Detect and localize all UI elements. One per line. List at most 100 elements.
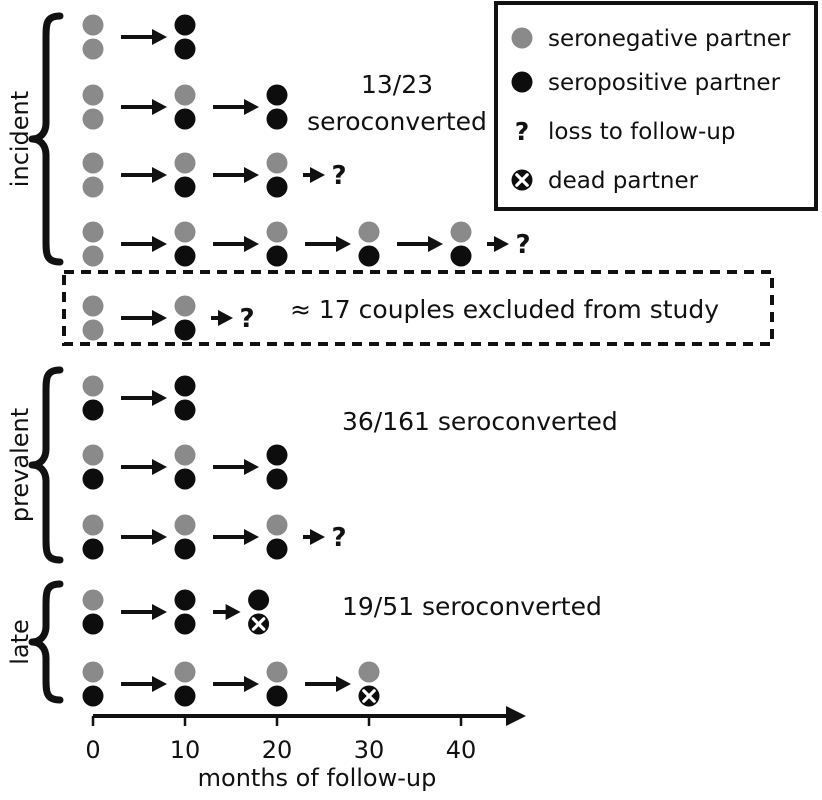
seropositive-dot bbox=[266, 245, 288, 267]
incident-result: 13/23 bbox=[361, 70, 433, 99]
seronegative-dot bbox=[82, 375, 104, 397]
timeline-arrow-head bbox=[244, 676, 259, 692]
seronegative-dot bbox=[358, 661, 380, 683]
seropositive-dot bbox=[266, 444, 288, 466]
seropositive-dot bbox=[266, 538, 288, 560]
x-tick-label: 20 bbox=[262, 736, 293, 764]
seronegative-dot bbox=[82, 108, 104, 130]
legend-question-mark: ? bbox=[515, 117, 530, 146]
prevalent-result: 36/161 seroconverted bbox=[342, 407, 618, 436]
timeline-arrow-head bbox=[225, 604, 241, 620]
timeline-arrow-head bbox=[244, 529, 259, 545]
x-tick-label: 40 bbox=[446, 736, 477, 764]
seropositive-dot bbox=[174, 399, 196, 421]
loss-arrow-head bbox=[310, 167, 325, 183]
timeline-arrow-head bbox=[244, 99, 259, 115]
seronegative-dot bbox=[82, 319, 104, 341]
legend-label: dead partner bbox=[548, 168, 699, 194]
loss-arrow-head bbox=[218, 310, 233, 326]
late-result: 19/51 seroconverted bbox=[342, 592, 602, 621]
timeline-arrow-head bbox=[152, 29, 167, 45]
seronegative-dot bbox=[82, 221, 104, 243]
seropositive-dot bbox=[266, 468, 288, 490]
x-tick-label: 0 bbox=[85, 736, 100, 764]
seropositive-dot bbox=[82, 468, 104, 490]
seronegative-dot bbox=[450, 221, 472, 243]
timeline-arrow-head bbox=[152, 676, 167, 692]
seronegative-dot bbox=[266, 514, 288, 536]
seropositive-dot bbox=[82, 399, 104, 421]
seropositive-dot bbox=[174, 589, 196, 611]
cross-mark bbox=[362, 689, 376, 703]
timeline-arrow-head bbox=[152, 529, 167, 545]
incident-result: seroconverted bbox=[307, 107, 487, 136]
cross-mark bbox=[515, 173, 529, 187]
loss-arrow-head bbox=[310, 529, 325, 545]
legend-seropositive-dot bbox=[511, 71, 533, 93]
group-brace bbox=[28, 580, 64, 704]
cross-mark bbox=[251, 617, 266, 631]
legend-seronegative-dot bbox=[511, 27, 533, 49]
seropositive-dot bbox=[266, 176, 288, 198]
legend-label: seropositive partner bbox=[548, 70, 781, 96]
seropositive-dot bbox=[174, 176, 196, 198]
seronegative-dot bbox=[82, 38, 104, 60]
timeline-arrow-head bbox=[152, 390, 167, 406]
timeline-arrow-head bbox=[244, 236, 259, 252]
timeline-arrow-head bbox=[152, 236, 167, 252]
loss-arrow-head bbox=[494, 236, 509, 252]
seronegative-dot bbox=[82, 514, 104, 536]
seropositive-dot bbox=[174, 375, 196, 397]
seronegative-dot bbox=[174, 295, 196, 317]
seropositive-dot bbox=[174, 613, 196, 635]
seronegative-dot bbox=[82, 152, 104, 174]
seropositive-dot bbox=[248, 589, 270, 611]
x-axis-label: months of follow-up bbox=[198, 764, 437, 792]
timeline-arrow-head bbox=[152, 167, 167, 183]
seropositive-dot bbox=[174, 538, 196, 560]
seronegative-dot bbox=[82, 245, 104, 267]
group-brace bbox=[28, 12, 64, 266]
x-axis-arrow-head bbox=[506, 706, 526, 726]
seronegative-dot bbox=[82, 176, 104, 198]
seropositive-dot bbox=[174, 245, 196, 267]
seronegative-dot bbox=[82, 589, 104, 611]
group-label-late: late bbox=[6, 619, 34, 665]
seronegative-dot bbox=[174, 514, 196, 536]
timeline-arrow-head bbox=[336, 236, 351, 252]
seronegative-dot bbox=[174, 221, 196, 243]
seronegative-dot bbox=[82, 661, 104, 683]
timeline-arrow-head bbox=[336, 676, 351, 692]
seronegative-dot bbox=[174, 661, 196, 683]
legend-label: loss to follow-up bbox=[548, 119, 735, 145]
group-label-prevalent: prevalent bbox=[6, 408, 34, 522]
legend-label: seronegative partner bbox=[548, 26, 791, 52]
timeline-arrow-head bbox=[152, 459, 167, 475]
seronegative-dot bbox=[266, 661, 288, 683]
seronegative-dot bbox=[82, 444, 104, 466]
seropositive-dot bbox=[82, 613, 104, 635]
seropositive-dot bbox=[174, 319, 196, 341]
loss-question-mark: ? bbox=[331, 161, 346, 191]
seronegative-dot bbox=[82, 295, 104, 317]
seropositive-dot bbox=[266, 84, 288, 106]
loss-question-mark: ? bbox=[515, 230, 530, 260]
timeline-arrow-head bbox=[428, 236, 443, 252]
seropositive-dot bbox=[82, 538, 104, 560]
timeline-arrow-head bbox=[244, 167, 259, 183]
seropositive-dot bbox=[174, 14, 196, 36]
group-brace bbox=[28, 366, 64, 564]
seronegative-dot bbox=[266, 221, 288, 243]
seropositive-dot bbox=[450, 245, 472, 267]
seropositive-dot bbox=[266, 685, 288, 707]
seronegative-dot bbox=[174, 84, 196, 106]
seropositive-dot bbox=[174, 108, 196, 130]
loss-question-mark: ? bbox=[239, 304, 254, 334]
seropositive-dot bbox=[266, 108, 288, 130]
x-tick-label: 30 bbox=[354, 736, 385, 764]
legend-box bbox=[494, 1, 818, 211]
loss-question-mark: ? bbox=[331, 523, 346, 553]
seronegative-dot bbox=[82, 14, 104, 36]
